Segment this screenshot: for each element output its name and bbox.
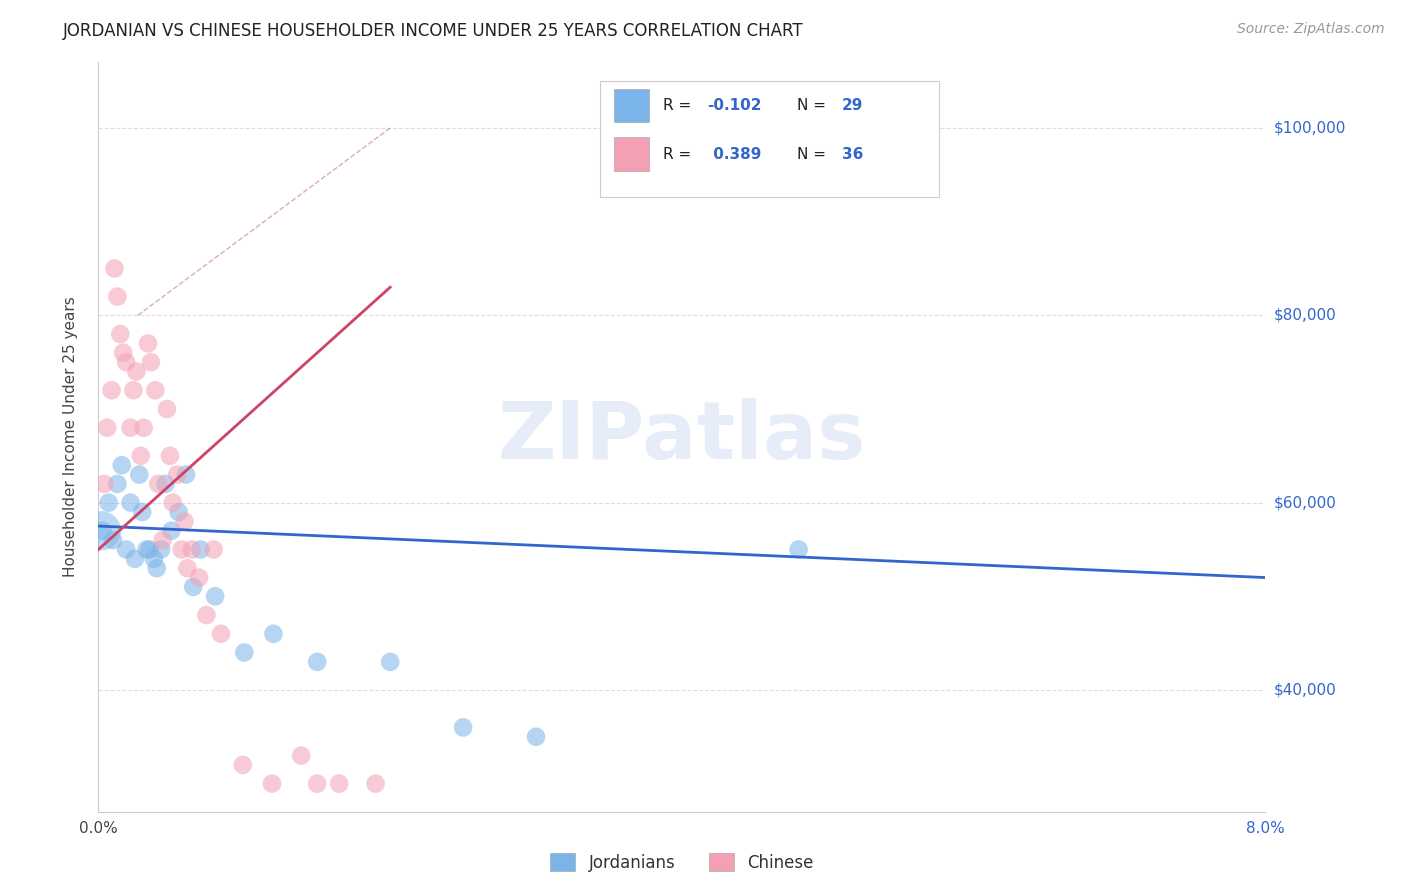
Text: 29: 29 bbox=[842, 98, 863, 113]
Point bbox=[180, 542, 202, 557]
Text: $80,000: $80,000 bbox=[1274, 308, 1337, 323]
Point bbox=[176, 561, 198, 575]
Point bbox=[93, 476, 115, 491]
Point bbox=[138, 542, 160, 557]
Point bbox=[128, 467, 150, 482]
Text: N =: N = bbox=[797, 98, 831, 113]
Point bbox=[110, 326, 132, 341]
Point bbox=[174, 467, 197, 482]
Point bbox=[125, 365, 148, 379]
Point bbox=[155, 476, 177, 491]
Point bbox=[100, 384, 122, 398]
Point bbox=[135, 542, 157, 557]
Point bbox=[380, 655, 402, 669]
Text: Source: ZipAtlas.com: Source: ZipAtlas.com bbox=[1237, 22, 1385, 37]
Point bbox=[132, 421, 155, 435]
Point bbox=[129, 449, 152, 463]
Point bbox=[166, 467, 188, 482]
Text: -0.102: -0.102 bbox=[707, 98, 762, 113]
Point bbox=[162, 496, 184, 510]
Point bbox=[120, 421, 142, 435]
Point bbox=[159, 449, 181, 463]
Point bbox=[115, 542, 138, 557]
Text: JORDANIAN VS CHINESE HOUSEHOLDER INCOME UNDER 25 YEARS CORRELATION CHART: JORDANIAN VS CHINESE HOUSEHOLDER INCOME … bbox=[63, 22, 804, 40]
Point bbox=[152, 533, 174, 547]
Point bbox=[131, 505, 153, 519]
Point bbox=[97, 496, 120, 510]
Bar bbox=[614, 88, 650, 122]
Text: 0.0%: 0.0% bbox=[79, 822, 118, 836]
Point bbox=[307, 776, 329, 791]
Point bbox=[111, 458, 134, 473]
Point bbox=[307, 655, 329, 669]
Point bbox=[148, 476, 170, 491]
Point bbox=[195, 608, 218, 623]
Point bbox=[90, 524, 112, 538]
Text: ZIPatlas: ZIPatlas bbox=[498, 398, 866, 476]
Point bbox=[96, 421, 118, 435]
Point bbox=[188, 571, 211, 585]
Text: 36: 36 bbox=[842, 146, 863, 161]
Y-axis label: Householder Income Under 25 years: Householder Income Under 25 years bbox=[63, 297, 77, 577]
Text: R =: R = bbox=[664, 146, 696, 161]
Point bbox=[142, 551, 165, 566]
Point bbox=[451, 721, 474, 735]
Point bbox=[101, 533, 124, 547]
Point bbox=[173, 514, 195, 528]
Text: $60,000: $60,000 bbox=[1274, 495, 1337, 510]
Legend: Jordanians, Chinese: Jordanians, Chinese bbox=[544, 847, 820, 879]
Text: $40,000: $40,000 bbox=[1274, 682, 1337, 698]
Point bbox=[105, 289, 128, 303]
Point bbox=[787, 542, 810, 557]
Point bbox=[181, 580, 204, 594]
Point bbox=[124, 551, 146, 566]
Point bbox=[105, 476, 128, 491]
Point bbox=[524, 730, 547, 744]
Point bbox=[262, 626, 284, 640]
Point bbox=[290, 748, 312, 763]
Point bbox=[190, 542, 212, 557]
Point bbox=[115, 355, 138, 369]
Point bbox=[91, 524, 114, 538]
Text: R =: R = bbox=[664, 98, 696, 113]
Point bbox=[260, 776, 283, 791]
Point bbox=[202, 542, 225, 557]
Point bbox=[232, 758, 254, 772]
Point bbox=[120, 496, 142, 510]
Point bbox=[170, 542, 193, 557]
Point bbox=[112, 346, 135, 360]
Point bbox=[156, 401, 179, 416]
Point bbox=[160, 524, 183, 538]
Text: N =: N = bbox=[797, 146, 831, 161]
Text: 0.389: 0.389 bbox=[707, 146, 761, 161]
Point bbox=[233, 646, 256, 660]
Point bbox=[103, 261, 125, 276]
Point bbox=[122, 384, 145, 398]
Bar bbox=[600, 81, 939, 197]
Point bbox=[167, 505, 190, 519]
Text: $100,000: $100,000 bbox=[1274, 120, 1346, 136]
Point bbox=[146, 561, 169, 575]
Point bbox=[136, 336, 159, 351]
Point bbox=[364, 776, 387, 791]
Text: 8.0%: 8.0% bbox=[1246, 822, 1285, 836]
Bar bbox=[614, 137, 650, 171]
Point bbox=[209, 626, 232, 640]
Point bbox=[143, 384, 166, 398]
Point bbox=[139, 355, 162, 369]
Point bbox=[150, 542, 173, 557]
Point bbox=[328, 776, 350, 791]
Point bbox=[204, 590, 226, 604]
